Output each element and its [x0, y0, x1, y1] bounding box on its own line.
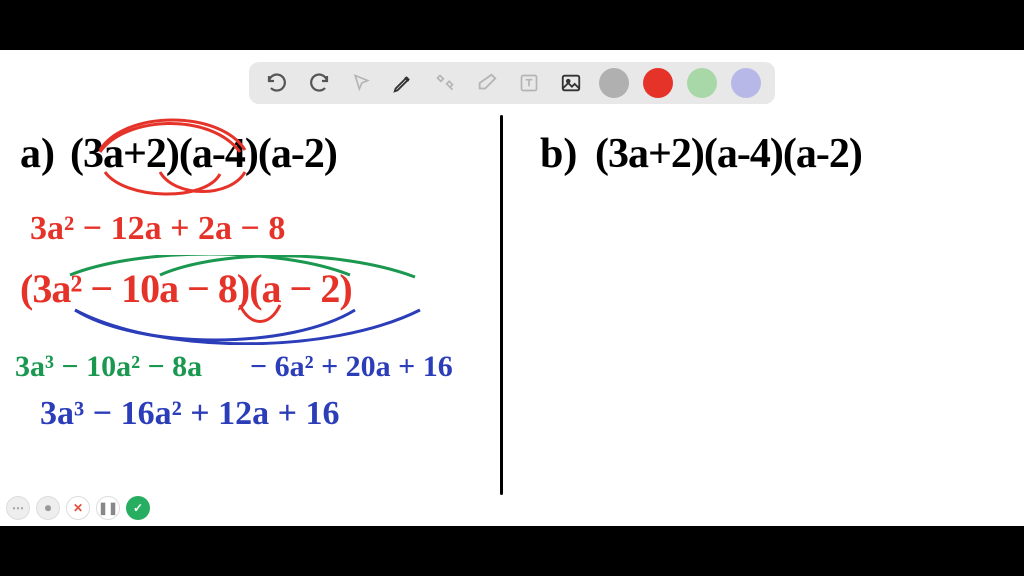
column-divider: [500, 115, 503, 495]
eraser-tool[interactable]: [473, 69, 501, 97]
done-button[interactable]: ✓: [126, 496, 150, 520]
pen-tool[interactable]: [389, 69, 417, 97]
pause-button[interactable]: ❚❚: [96, 496, 120, 520]
problem-a-label: a): [20, 130, 55, 178]
problem-a-expr: (3a+2)(a-4)(a-2): [70, 130, 337, 178]
record-button[interactable]: ⏺: [36, 496, 60, 520]
step-final: 3a³ − 16a² + 12a + 16: [40, 395, 340, 433]
undo-button[interactable]: [263, 69, 291, 97]
stop-button[interactable]: ✕: [66, 496, 90, 520]
image-tool[interactable]: [557, 69, 585, 97]
text-tool[interactable]: [515, 69, 543, 97]
problem-b-expr: (3a+2)(a-4)(a-2): [595, 130, 862, 178]
step-combined: (3a² − 10a − 8)(a − 2): [20, 265, 352, 312]
drawing-toolbar: [249, 62, 775, 104]
color-purple[interactable]: [731, 68, 761, 98]
problem-b-label: b): [540, 130, 577, 178]
step-foil-result: 3a² − 12a + 2a − 8: [30, 210, 285, 248]
cursor-tool[interactable]: [347, 69, 375, 97]
step-distribute-green: 3a³ − 10a² − 8a: [15, 350, 202, 384]
color-red[interactable]: [643, 68, 673, 98]
color-gray[interactable]: [599, 68, 629, 98]
tools-icon[interactable]: [431, 69, 459, 97]
step-distribute-blue: − 6a² + 20a + 16: [250, 350, 453, 384]
color-green[interactable]: [687, 68, 717, 98]
more-button[interactable]: ⋯: [6, 496, 30, 520]
recording-controls: ⋯ ⏺ ✕ ❚❚ ✓: [6, 496, 150, 520]
redo-button[interactable]: [305, 69, 333, 97]
